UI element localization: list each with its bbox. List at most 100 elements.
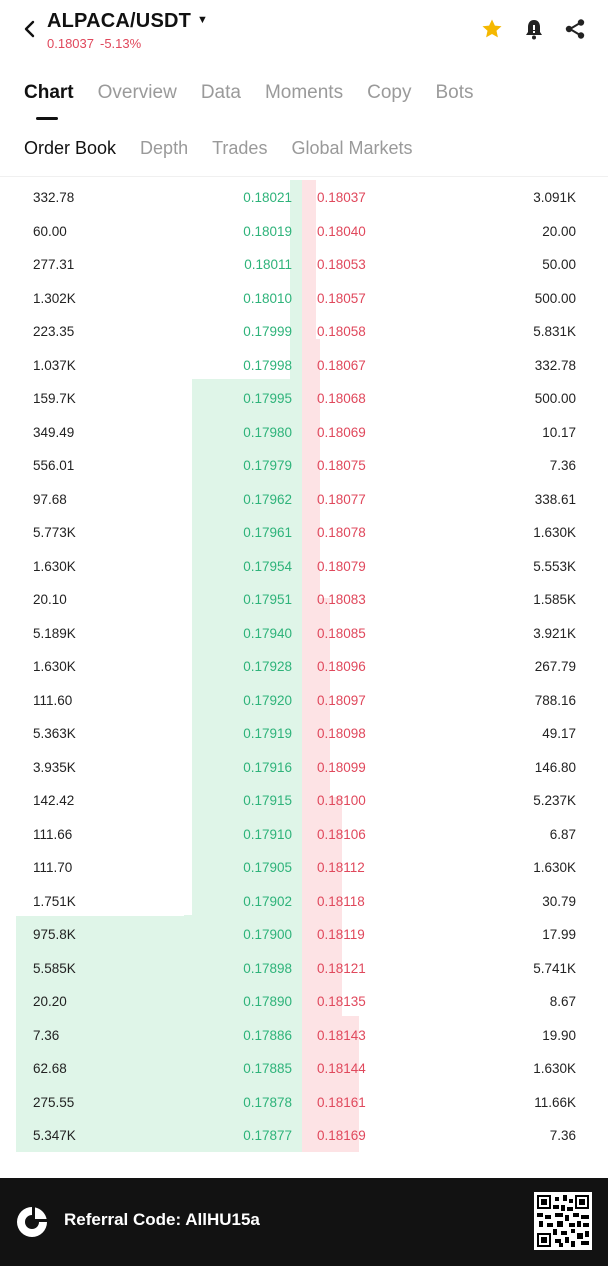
ask-depth-bar <box>302 598 330 798</box>
bid-price: 0.17919 <box>243 726 292 742</box>
ask-price: 0.18098 <box>317 726 366 742</box>
order-book-row[interactable]: 223.35 0.17999 0.18058 5.831K <box>0 314 608 348</box>
bid-size: 349.49 <box>33 424 75 440</box>
tab-copy[interactable]: Copy <box>367 82 412 103</box>
ask-price: 0.18112 <box>317 860 365 876</box>
order-book-row[interactable]: 5.363K 0.17919 0.18098 49.17 <box>0 716 608 750</box>
pair-selector[interactable]: ALPACA/USDT ▼ <box>47 10 208 33</box>
order-book-row[interactable]: 349.49 0.17980 0.18069 10.17 <box>0 415 608 449</box>
order-book-row[interactable]: 142.42 0.17915 0.18100 5.237K <box>0 783 608 817</box>
share-button[interactable] <box>563 17 587 41</box>
bid-price: 0.17902 <box>243 893 292 909</box>
order-book-row[interactable]: 275.55 0.17878 0.18161 11.66K <box>0 1085 608 1119</box>
ask-size: 19.90 <box>542 1027 576 1043</box>
bid-price: 0.17878 <box>243 1094 292 1110</box>
order-book-row[interactable]: 1.302K 0.18010 0.18057 500.00 <box>0 281 608 315</box>
order-book-row[interactable]: 159.7K 0.17995 0.18068 500.00 <box>0 381 608 415</box>
ask-size: 5.553K <box>533 558 576 574</box>
ask-price: 0.18106 <box>317 826 366 842</box>
referral-footer: Referral Code: AllHU15a <box>0 1178 608 1266</box>
bid-size: 20.10 <box>33 592 67 608</box>
order-book-row[interactable]: 556.01 0.17979 0.18075 7.36 <box>0 448 608 482</box>
bid-size: 277.31 <box>33 257 75 273</box>
tab-chart[interactable]: Chart <box>24 82 74 122</box>
price-summary: 0.18037 -5.13% <box>47 36 141 51</box>
order-book-row[interactable]: 332.78 0.18021 0.18037 3.091K <box>0 180 608 214</box>
ask-price: 0.18078 <box>317 525 366 541</box>
ask-size: 50.00 <box>542 257 576 273</box>
subtab-order-book[interactable]: Order Book <box>24 138 117 158</box>
order-book-row[interactable]: 975.8K 0.17900 0.18119 17.99 <box>0 917 608 951</box>
bid-price: 0.17915 <box>243 793 292 809</box>
order-book-row[interactable]: 5.585K 0.17898 0.18121 5.741K <box>0 951 608 985</box>
order-book-row[interactable]: 7.36 0.17886 0.18143 19.90 <box>0 1018 608 1052</box>
bid-price: 0.17954 <box>243 558 292 574</box>
bid-size: 5.189K <box>33 625 76 641</box>
ask-size: 8.67 <box>549 994 576 1010</box>
order-book-row[interactable]: 111.60 0.17920 0.18097 788.16 <box>0 683 608 717</box>
bid-size: 1.630K <box>33 558 76 574</box>
qr-code-icon <box>534 1192 592 1250</box>
exchange-logo-icon <box>17 1207 47 1237</box>
ask-size: 3.921K <box>533 625 576 641</box>
bid-price: 0.17999 <box>243 324 292 340</box>
order-book-row[interactable]: 97.68 0.17962 0.18077 338.61 <box>0 482 608 516</box>
ask-size: 1.585K <box>533 592 576 608</box>
order-book-row[interactable]: 62.68 0.17885 0.18144 1.630K <box>0 1051 608 1085</box>
bid-price: 0.18021 <box>243 190 292 205</box>
bid-price: 0.17905 <box>243 860 292 876</box>
ask-size: 3.091K <box>533 190 576 205</box>
ask-size: 20.00 <box>542 223 576 239</box>
ask-depth-bar <box>302 180 316 340</box>
ask-price: 0.18169 <box>317 1128 366 1144</box>
order-book-row[interactable]: 5.189K 0.17940 0.18085 3.921K <box>0 616 608 650</box>
order-book-row[interactable]: 1.630K 0.17954 0.18079 5.553K <box>0 549 608 583</box>
bid-price: 0.17979 <box>243 458 292 474</box>
bid-size: 5.585K <box>33 960 76 976</box>
ask-price: 0.18096 <box>317 659 366 675</box>
ask-price: 0.18161 <box>317 1094 366 1110</box>
tab-data[interactable]: Data <box>200 82 241 103</box>
ask-size: 30.79 <box>542 893 576 909</box>
order-book-row[interactable]: 60.00 0.18019 0.18040 20.00 <box>0 214 608 248</box>
ask-price: 0.18053 <box>317 257 366 273</box>
tab-bots[interactable]: Bots <box>435 82 474 103</box>
tab-overview[interactable]: Overview <box>97 82 177 103</box>
bid-price: 0.18011 <box>244 257 292 273</box>
bid-price: 0.17900 <box>243 927 292 943</box>
ask-size: 500.00 <box>534 391 576 407</box>
bid-size: 5.773K <box>33 525 76 541</box>
ask-size: 146.80 <box>534 759 576 775</box>
subtab-global-markets[interactable]: Global Markets <box>291 138 413 158</box>
order-book-row[interactable]: 111.66 0.17910 0.18106 6.87 <box>0 817 608 851</box>
ask-size: 5.831K <box>533 324 576 340</box>
caret-down-icon: ▼ <box>197 13 209 26</box>
bid-size: 97.68 <box>33 491 67 507</box>
ask-size: 1.630K <box>533 525 576 541</box>
ask-price: 0.18057 <box>317 290 366 306</box>
alert-button[interactable] <box>522 17 546 41</box>
favorite-button[interactable] <box>480 17 504 41</box>
back-button[interactable] <box>18 17 42 41</box>
order-book-row[interactable]: 20.20 0.17890 0.18135 8.67 <box>0 984 608 1018</box>
order-book-row[interactable]: 277.31 0.18011 0.18053 50.00 <box>0 247 608 281</box>
order-book-row[interactable]: 111.70 0.17905 0.18112 1.630K <box>0 850 608 884</box>
price-change: -5.13% <box>100 36 142 51</box>
bid-size: 142.42 <box>33 793 75 809</box>
order-book-row[interactable]: 20.10 0.17951 0.18083 1.585K <box>0 582 608 616</box>
subtab-trades[interactable]: Trades <box>212 138 268 158</box>
ask-price: 0.18135 <box>317 994 366 1010</box>
order-book-row[interactable]: 1.630K 0.17928 0.18096 267.79 <box>0 649 608 683</box>
order-book-row[interactable]: 5.773K 0.17961 0.18078 1.630K <box>0 515 608 549</box>
order-book-row[interactable]: 3.935K 0.17916 0.18099 146.80 <box>0 750 608 784</box>
bid-price: 0.17995 <box>243 391 292 407</box>
order-book-row[interactable]: 1.751K 0.17902 0.18118 30.79 <box>0 884 608 918</box>
order-book-row[interactable]: 5.347K 0.17877 0.18169 7.36 <box>0 1118 608 1152</box>
sub-tabs: Order Book Depth Trades Global Markets <box>24 138 437 159</box>
order-book-row[interactable]: 1.037K 0.17998 0.18067 332.78 <box>0 348 608 382</box>
bid-price: 0.17910 <box>243 826 292 842</box>
bell-icon <box>526 20 542 40</box>
subtab-depth[interactable]: Depth <box>140 138 189 158</box>
tab-moments[interactable]: Moments <box>264 82 344 103</box>
bid-price: 0.18010 <box>243 290 292 306</box>
